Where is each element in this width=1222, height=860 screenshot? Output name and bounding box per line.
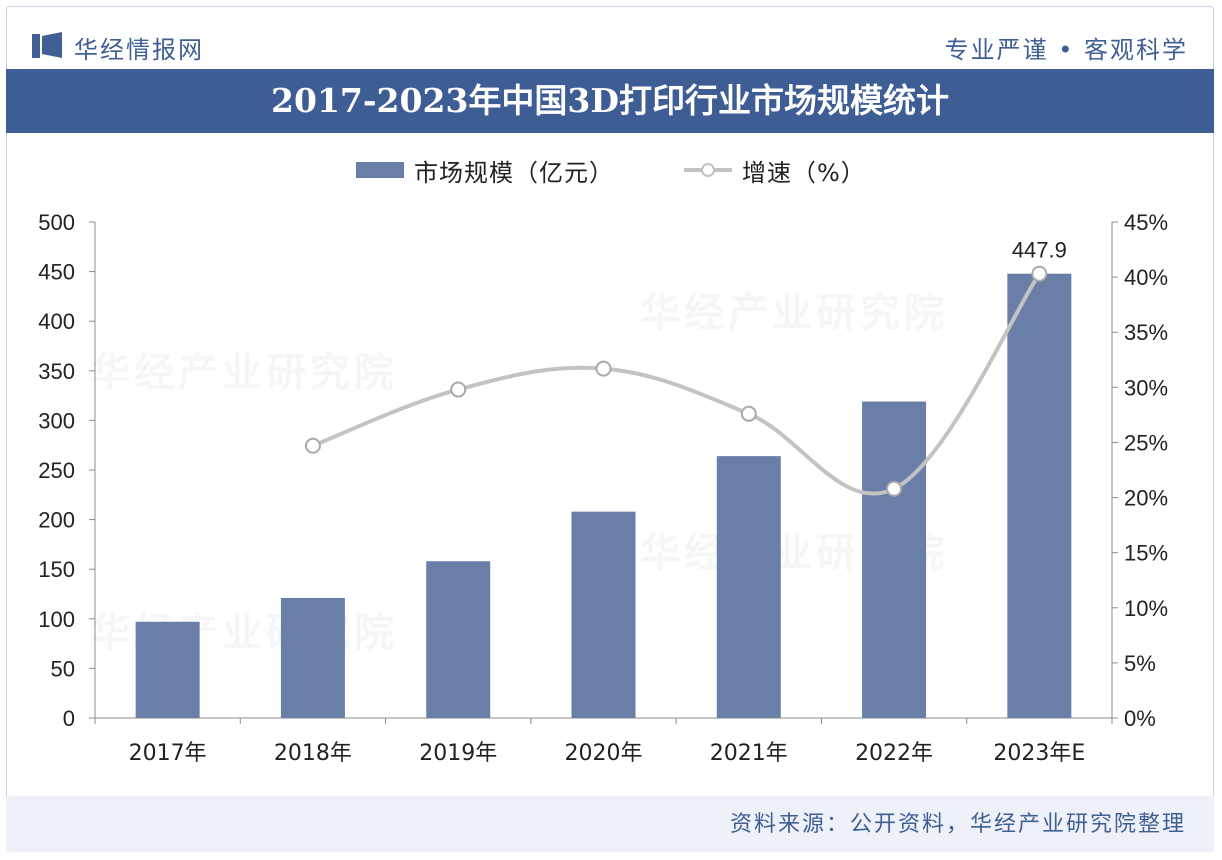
growth-point bbox=[595, 360, 612, 377]
y2-tick-label: 20% bbox=[1124, 486, 1168, 511]
bar bbox=[135, 621, 200, 718]
y-tick-label: 50 bbox=[51, 656, 75, 681]
legend: 市场规模（亿元） 增速（%） bbox=[0, 150, 1222, 190]
x-tick-label: 2022年 bbox=[855, 741, 933, 766]
y-tick-label: 350 bbox=[38, 359, 75, 384]
header: 华经情报网 专业严谨 • 客观科学 bbox=[0, 0, 1222, 68]
y-tick-label: 450 bbox=[38, 260, 75, 285]
slogan: 专业严谨 • 客观科学 bbox=[944, 36, 1188, 64]
x-tick-label: 2018年 bbox=[274, 741, 352, 766]
y2-tick-label: 0% bbox=[1124, 706, 1156, 731]
bar bbox=[716, 456, 781, 718]
y2-tick-label: 35% bbox=[1124, 320, 1168, 345]
source-note: 资料来源：公开资料，华经产业研究院整理 bbox=[729, 812, 1186, 837]
y2-tick-label: 45% bbox=[1124, 210, 1168, 235]
growth-point bbox=[450, 381, 467, 398]
x-tick-label: 2021年 bbox=[710, 741, 788, 766]
bar bbox=[426, 561, 491, 718]
chart-plot: 0 50 100 150 200 250 300 350 400 450 500 0% 5% 10% 15%… bbox=[38, 210, 1168, 766]
logo-icon bbox=[32, 32, 62, 58]
legend-bar-label: 市场规模（亿元） bbox=[414, 158, 614, 187]
y-tick-label: 0 bbox=[63, 706, 75, 731]
y-tick-label: 100 bbox=[38, 607, 75, 632]
growth-point bbox=[1031, 265, 1048, 282]
growth-point bbox=[886, 480, 903, 497]
legend-line-item: 增速（%） bbox=[684, 150, 866, 190]
bar bbox=[280, 597, 345, 718]
y-tick-label: 250 bbox=[38, 458, 75, 483]
title-bar: 2017-2023年中国3D打印行业市场规模统计 bbox=[6, 69, 1214, 133]
legend-bar-item: 市场规模（亿元） bbox=[356, 150, 614, 190]
y2-tick-label: 25% bbox=[1124, 430, 1168, 455]
y-tick-label: 200 bbox=[38, 508, 75, 533]
chart-title: 2017-2023年中国3D打印行业市场规模统计 bbox=[271, 81, 949, 120]
y2-tick-label: 10% bbox=[1124, 596, 1168, 621]
brand-name: 华经情报网 bbox=[74, 36, 204, 64]
x-tick-label: 2017年 bbox=[129, 741, 207, 766]
growth-line bbox=[312, 272, 1042, 496]
legend-line-label: 增速（%） bbox=[742, 158, 866, 187]
y2-tick-label: 40% bbox=[1124, 265, 1168, 290]
data-label: 447.9 bbox=[1012, 238, 1067, 263]
y2-tick-label: 15% bbox=[1124, 541, 1168, 566]
y-tick-label: 400 bbox=[38, 309, 75, 334]
y-tick-label: 500 bbox=[38, 210, 75, 235]
y-tick-label: 150 bbox=[38, 557, 75, 582]
growth-point bbox=[304, 437, 321, 454]
bar bbox=[571, 511, 636, 718]
x-tick-label: 2023年E bbox=[993, 741, 1085, 766]
footer: 资料来源：公开资料，华经产业研究院整理 bbox=[6, 796, 1214, 852]
x-tick-label: 2020年 bbox=[565, 741, 643, 766]
x-tick-label: 2019年 bbox=[419, 741, 497, 766]
growth-point bbox=[740, 405, 757, 422]
y-tick-label: 300 bbox=[38, 408, 75, 433]
bar bbox=[1007, 273, 1072, 718]
y2-tick-label: 5% bbox=[1124, 651, 1156, 676]
y2-tick-label: 30% bbox=[1124, 375, 1168, 400]
legend-bar-swatch bbox=[356, 162, 404, 178]
bar bbox=[862, 401, 927, 718]
legend-line-swatch bbox=[684, 163, 732, 177]
